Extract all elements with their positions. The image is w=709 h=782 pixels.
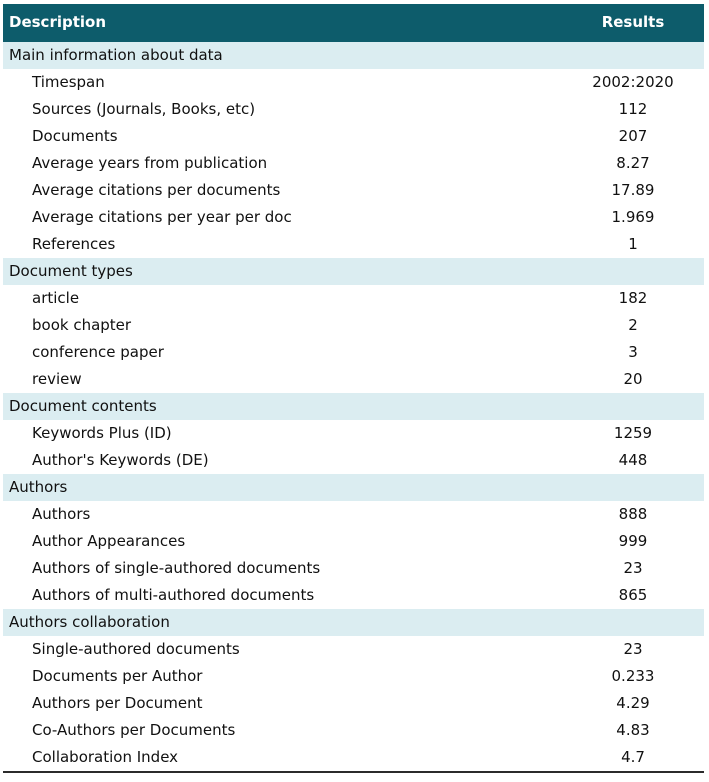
table-row: Keywords Plus (ID) 1259 [3, 420, 704, 447]
table-row: Authors of single-authored documents 23 [3, 555, 704, 582]
row-label: Keywords Plus (ID) [32, 424, 172, 442]
row-label: Co-Authors per Documents [32, 721, 236, 739]
row-label: Single-authored documents [32, 640, 240, 658]
row-label: Average years from publication [32, 154, 268, 172]
table-row: Documents per Author 0.233 [3, 663, 704, 690]
row-label: review [32, 370, 82, 388]
table-row: Authors of multi-authored documents 865 [3, 582, 704, 609]
row-value: 17.89 [611, 181, 655, 199]
summary-table: Description Results Main information abo… [3, 4, 704, 773]
table-row: Sources (Journals, Books, etc) 112 [3, 96, 704, 123]
row-value: 999 [618, 532, 648, 550]
table-row: Average citations per year per doc 1.969 [3, 204, 704, 231]
table-row: article 182 [3, 285, 704, 312]
row-label: Authors per Document [32, 694, 203, 712]
table-row: Single-authored documents 23 [3, 636, 704, 663]
row-value: 8.27 [616, 154, 650, 172]
row-value: 207 [618, 127, 648, 145]
row-label: conference paper [32, 343, 164, 361]
row-value: 20 [623, 370, 643, 388]
row-label: Author Appearances [32, 532, 186, 550]
header-description: Description [9, 13, 107, 31]
row-label: book chapter [32, 316, 132, 334]
table-body: Main information about data Timespan 2002:… [3, 42, 704, 771]
row-value: 1259 [613, 424, 653, 442]
row-value: 23 [623, 559, 643, 577]
table-row: Authors per Document 4.29 [3, 690, 704, 717]
table-row: Author's Keywords (DE) 448 [3, 447, 704, 474]
row-value: 888 [618, 505, 648, 523]
row-value: 4.83 [616, 721, 650, 739]
row-value: 2 [628, 316, 638, 334]
section-label: Main information about data [9, 46, 223, 64]
row-label: Average citations per documents [32, 181, 281, 199]
table-row: Timespan 2002:2020 [3, 69, 704, 96]
row-label: Documents per Author [32, 667, 203, 685]
row-value: 1.969 [611, 208, 655, 226]
row-value: 0.233 [611, 667, 655, 685]
table-row: conference paper 3 [3, 339, 704, 366]
table-row: review 20 [3, 366, 704, 393]
table-row: Average years from publication 8.27 [3, 150, 704, 177]
row-label: Sources (Journals, Books, etc) [32, 100, 256, 118]
row-label: Authors of single-authored documents [32, 559, 321, 577]
section-label: Document contents [9, 397, 157, 415]
table-row: Average citations per documents 17.89 [3, 177, 704, 204]
row-label: References [32, 235, 116, 253]
row-value: 182 [618, 289, 648, 307]
table-row: Co-Authors per Documents 4.83 [3, 717, 704, 744]
section-row: Authors [3, 474, 704, 501]
row-label: Author's Keywords (DE) [32, 451, 209, 469]
table-row: Documents 207 [3, 123, 704, 150]
row-label: Average citations per year per doc [32, 208, 292, 226]
row-value: 23 [623, 640, 643, 658]
section-label: Document types [9, 262, 133, 280]
row-label: Timespan [32, 73, 105, 91]
row-value: 2002:2020 [592, 73, 674, 91]
row-value: 4.29 [616, 694, 650, 712]
table-row: book chapter 2 [3, 312, 704, 339]
row-value: 1 [628, 235, 638, 253]
section-row: Document types [3, 258, 704, 285]
section-row: Document contents [3, 393, 704, 420]
row-label: article [32, 289, 80, 307]
header-results: Results [601, 13, 665, 31]
row-value: 112 [618, 100, 648, 118]
section-label: Authors collaboration [9, 613, 170, 631]
row-value: 4.7 [621, 748, 645, 766]
table-row: References 1 [3, 231, 704, 258]
table-header: Description Results [3, 4, 704, 42]
table-row: Author Appearances 999 [3, 528, 704, 555]
row-label: Authors [32, 505, 91, 523]
row-label: Documents [32, 127, 118, 145]
row-label: Authors of multi-authored documents [32, 586, 315, 604]
table-row: Authors 888 [3, 501, 704, 528]
row-label: Collaboration Index [32, 748, 179, 766]
table-row: Collaboration Index 4.7 [3, 744, 704, 771]
section-row: Authors collaboration [3, 609, 704, 636]
row-value: 3 [628, 343, 638, 361]
row-value: 865 [618, 586, 648, 604]
row-value: 448 [618, 451, 648, 469]
section-label: Authors [9, 478, 68, 496]
section-row: Main information about data [3, 42, 704, 69]
